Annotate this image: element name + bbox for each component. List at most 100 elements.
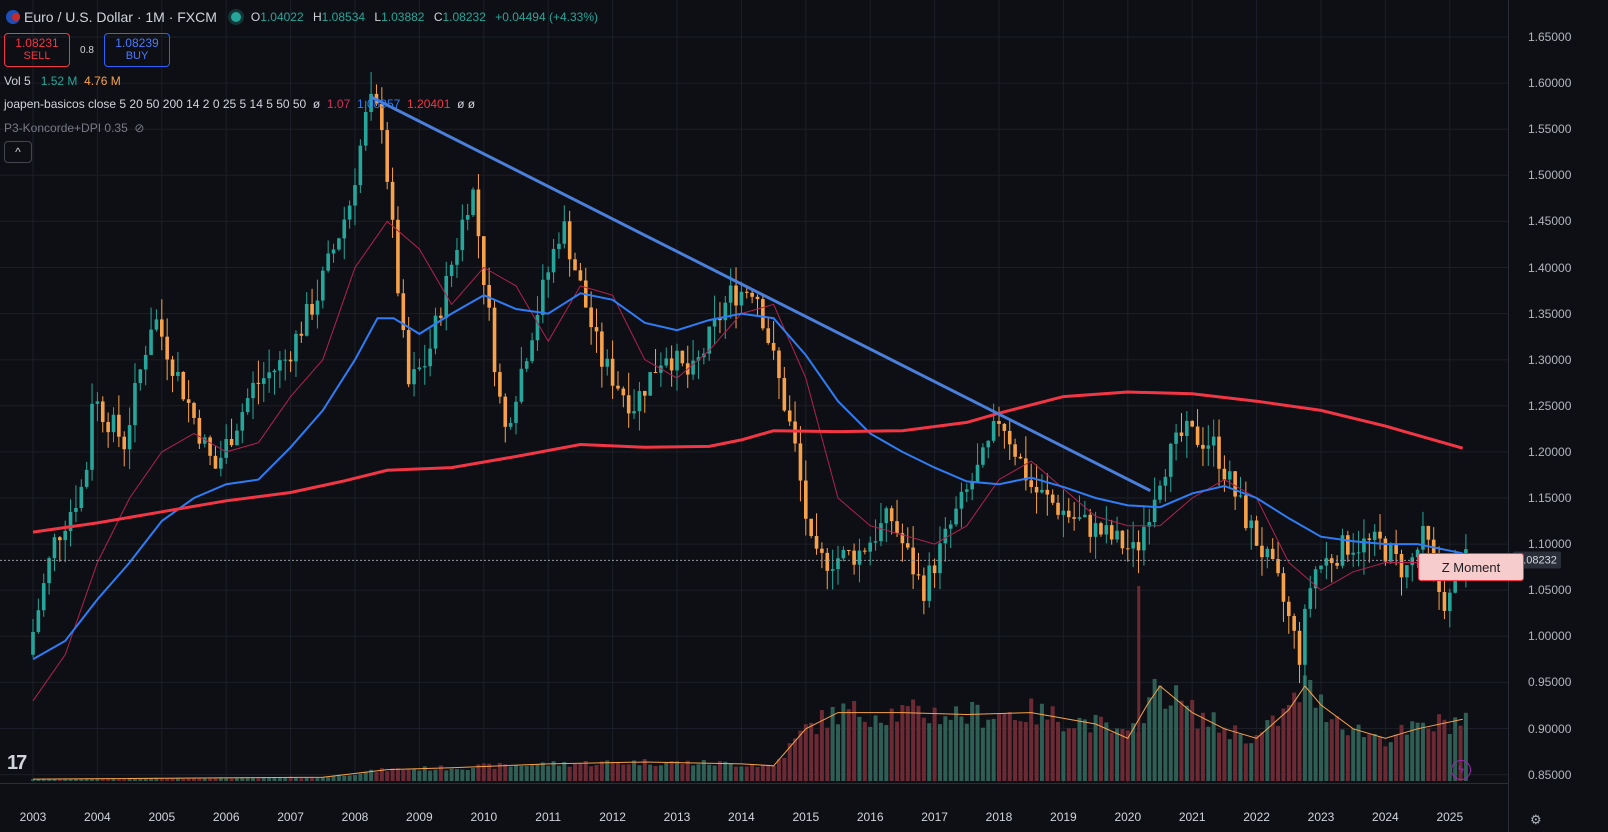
candle-body [1093, 523, 1098, 537]
candle-body [347, 205, 352, 220]
candle-body [1061, 510, 1066, 515]
candle-body [36, 610, 41, 632]
volume-bar [1131, 723, 1136, 781]
hidden-eye-icon[interactable]: ⊘ [134, 121, 145, 135]
candle-body [482, 236, 486, 286]
volume-bar [1013, 720, 1018, 781]
candle-body [197, 417, 202, 444]
time-tick-label: 2023 [1307, 810, 1335, 824]
candle-body [471, 189, 475, 216]
candle-body [782, 378, 787, 411]
candle-body [557, 243, 561, 249]
time-tick-label: 2019 [1050, 810, 1077, 824]
candle-body [1292, 616, 1296, 631]
volume-bar [782, 757, 787, 781]
volume-bar [744, 766, 749, 781]
candle-body [133, 383, 137, 426]
volume-bar [717, 761, 722, 781]
candle-body [965, 489, 969, 492]
candle-body [1426, 526, 1431, 540]
price-tick-label: 1.10000 [1528, 537, 1572, 552]
volume-bar [342, 775, 347, 781]
volume-bar [234, 777, 239, 781]
collapse-legend-button[interactable]: ^ [4, 141, 32, 163]
volume-bar [1313, 707, 1318, 781]
candle-body [1431, 539, 1436, 562]
candle-body [160, 319, 164, 337]
volume-bar [691, 765, 696, 781]
time-tick-label: 2007 [277, 810, 304, 824]
candle-body [922, 575, 926, 601]
candle-body [991, 421, 996, 441]
volume-bar [100, 779, 105, 781]
candle-body [1211, 436, 1216, 446]
candle-body [1201, 444, 1205, 449]
tradingview-logo[interactable]: 17 [7, 752, 27, 774]
volume-bar [36, 778, 41, 781]
candle-body [186, 399, 191, 403]
koncorde-indicator-legend[interactable]: P3-Koncorde+DPI 0.35 ⊘ [4, 121, 145, 135]
candlestick-series [31, 72, 1468, 687]
time-tick-label: 2005 [148, 810, 176, 824]
ma-indicator-legend[interactable]: joapen-basicos close 5 20 50 200 14 2 0 … [4, 97, 476, 111]
time-tick-label: 2009 [406, 810, 433, 824]
volume-bar [175, 777, 180, 781]
volume-bar [685, 760, 690, 781]
volume-bar [1045, 719, 1050, 781]
symbol-title[interactable]: Euro / U.S. Dollar · 1M · FXCM [24, 9, 217, 25]
volume-bar [889, 708, 894, 781]
candle-body [1131, 542, 1135, 549]
candle-body [68, 511, 73, 531]
volume-bar [959, 716, 964, 781]
volume-bar [460, 769, 465, 781]
time-tick-label: 2014 [728, 810, 755, 824]
volume-bar [594, 765, 599, 781]
candle-body [1056, 502, 1060, 515]
volume-bar [696, 764, 701, 781]
volume-bar [336, 774, 341, 781]
price-tick-label: 0.95000 [1528, 675, 1572, 690]
volume-bar [1404, 734, 1409, 781]
candle-body [530, 340, 534, 362]
candle-body [541, 279, 545, 315]
volume-indicator-legend[interactable]: Vol 5 1.52 M 4.76 M [4, 74, 121, 88]
candle-body [761, 299, 765, 329]
candle-body [1410, 557, 1415, 566]
candle-body [551, 248, 556, 273]
volume-bar [304, 777, 309, 781]
volume-bar [444, 770, 449, 781]
volume-bar [771, 765, 776, 781]
market-status-icon[interactable] [230, 12, 241, 22]
candle-body [417, 367, 422, 370]
volume-bar [1050, 706, 1055, 781]
volume-bar [1281, 708, 1286, 781]
z-moment-label[interactable]: Z Moment [1418, 553, 1524, 581]
candle-body [299, 333, 304, 336]
buy-button[interactable]: 1.08239 BUY [104, 33, 170, 67]
candle-body [1034, 486, 1039, 493]
volume-bar [943, 716, 948, 781]
price-tick-label: 1.55000 [1528, 122, 1572, 137]
candle-body [734, 285, 738, 306]
time-tick-label: 2013 [663, 810, 691, 824]
volume-bar [991, 718, 996, 781]
sell-button[interactable]: 1.08231 SELL [4, 33, 70, 67]
candle-body [809, 518, 813, 536]
volume-bar [1437, 714, 1442, 781]
candle-body [487, 285, 491, 308]
candle-body [1024, 458, 1028, 481]
settings-gear-icon[interactable]: ⚙ [1530, 812, 1542, 827]
volume-bar [1319, 694, 1323, 781]
lightning-icon[interactable]: ϟ [1451, 760, 1471, 780]
volume-bar [932, 707, 937, 781]
candle-body [610, 358, 615, 386]
candle-body [1405, 565, 1409, 578]
volume-bar [546, 765, 551, 781]
candle-body [648, 372, 652, 396]
volume-bar [57, 778, 62, 781]
volume-bar [911, 699, 916, 781]
volume-bar [492, 768, 497, 781]
candle-body [938, 543, 942, 574]
volume-bar [1286, 704, 1291, 781]
